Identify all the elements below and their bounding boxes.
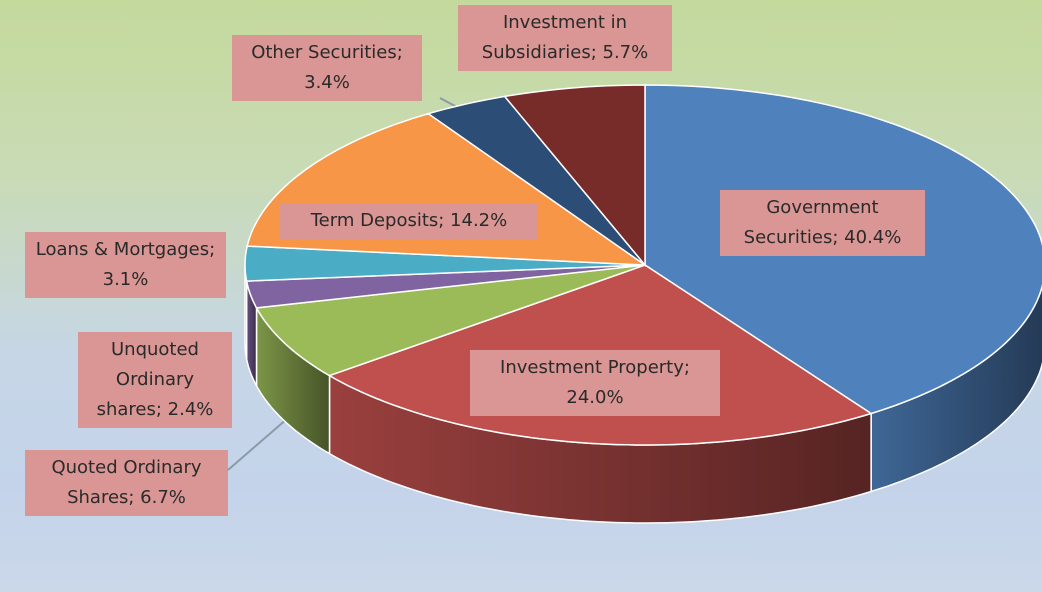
data-label: Quoted Ordinary Shares; 6.7% [25,450,228,516]
data-label: Investment in Subsidiaries; 5.7% [458,5,672,71]
data-label: Loans & Mortgages; 3.1% [25,232,226,298]
data-label: Investment Property; 24.0% [470,350,720,416]
data-label: Government Securities; 40.4% [720,190,925,256]
pie-sides [244,264,1042,524]
leader-line [227,417,289,471]
pie-slice [503,84,646,268]
pie-slice [255,264,646,377]
pie-slice [244,245,646,282]
data-label: Unquoted Ordinary shares; 2.4% [78,332,232,428]
pie-slice [426,95,646,266]
data-label: Other Securities; 3.4% [232,35,422,101]
data-label: Term Deposits; 14.2% [280,203,538,239]
pie-slice [245,264,646,309]
